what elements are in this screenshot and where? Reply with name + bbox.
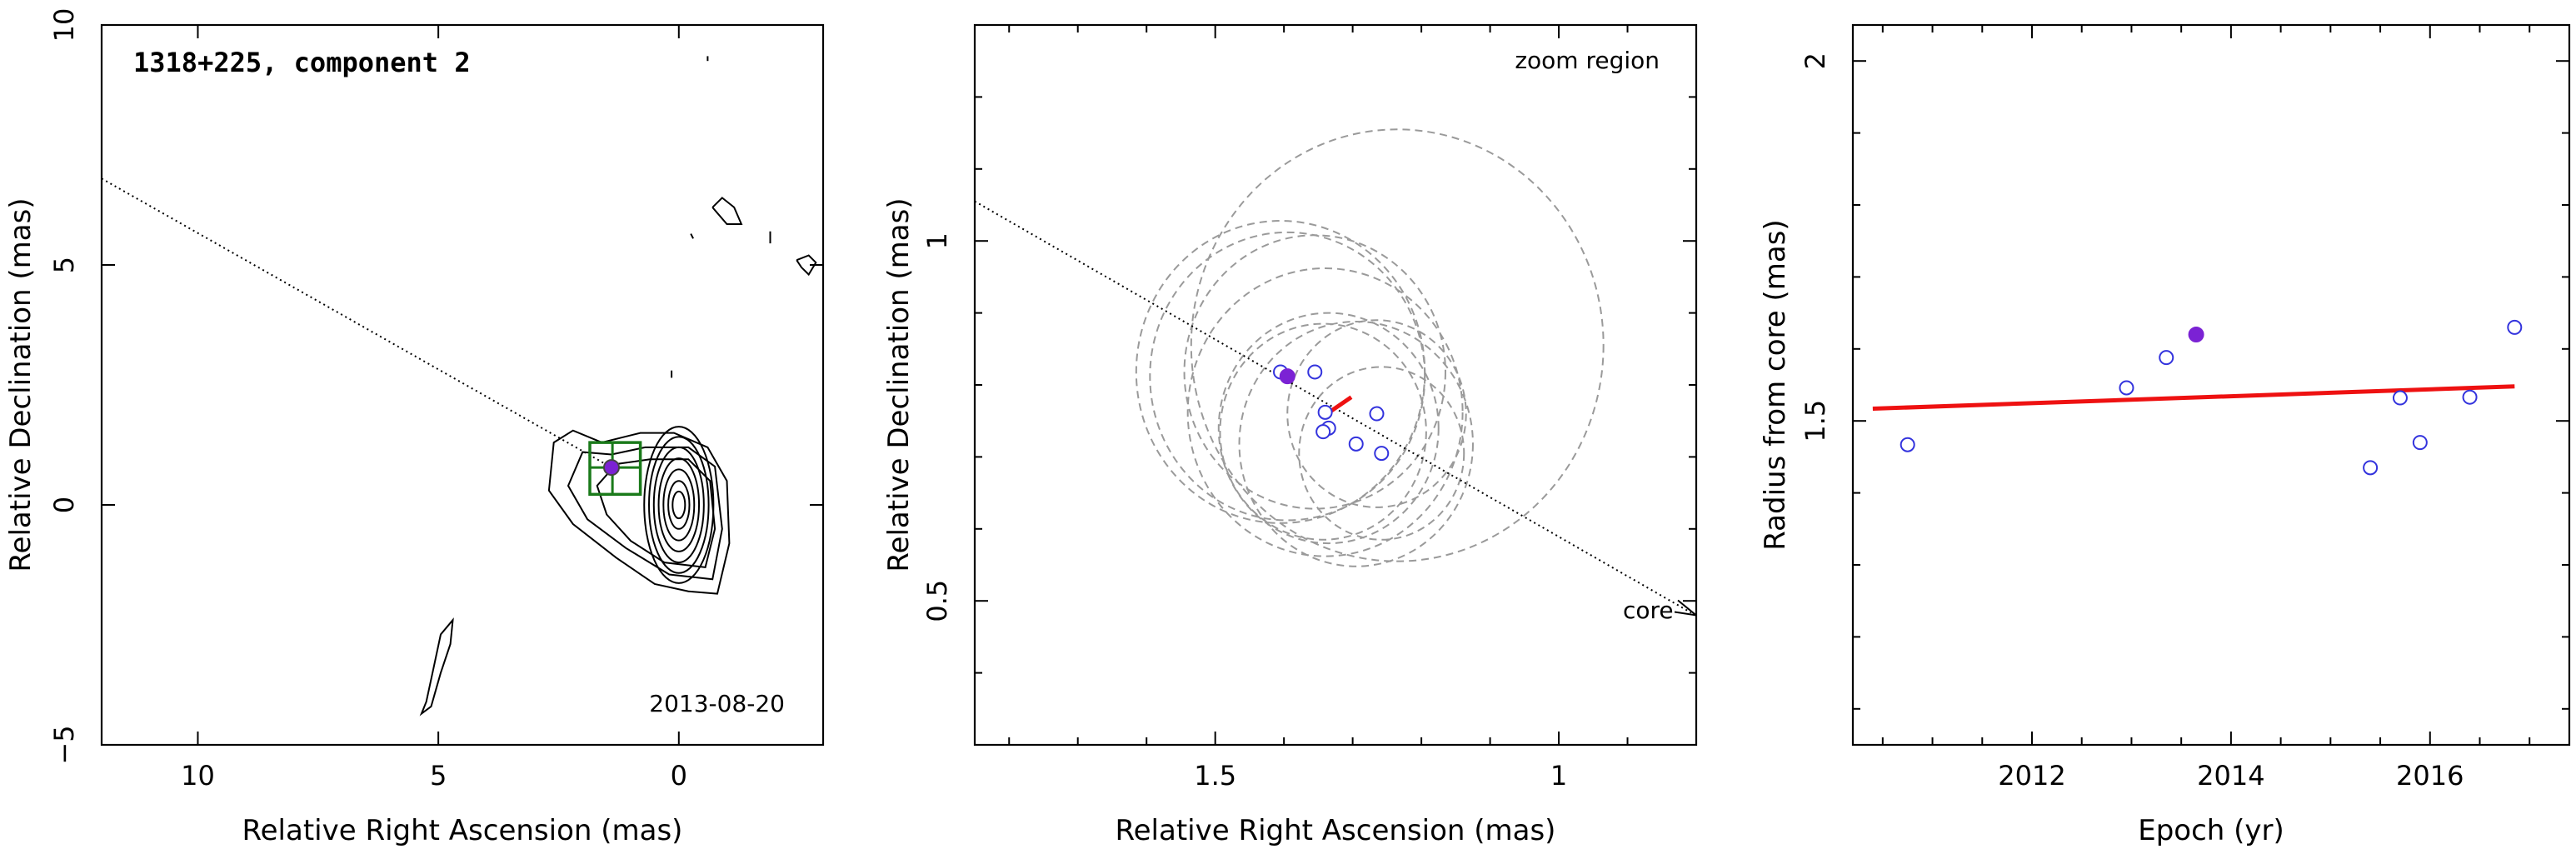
zoom-plot-area	[975, 128, 1696, 617]
radius-data-point	[2159, 350, 2174, 366]
zoom-data-point	[1307, 364, 1323, 380]
radius-y-tick-label: 2	[1800, 52, 1831, 69]
zoom-current-epoch-point	[1279, 368, 1295, 385]
radius-current-epoch-point	[2188, 327, 2204, 343]
radius-plot-area	[1872, 319, 2523, 476]
zoom-data-point	[1369, 406, 1385, 422]
map-core-contour	[643, 426, 715, 584]
zoom-error-circle	[1286, 319, 1467, 508]
radius-data-point	[2392, 390, 2408, 406]
zoom-error-circle	[1219, 322, 1427, 541]
map-noise-contour	[711, 197, 743, 225]
radius-data-point	[2363, 460, 2379, 476]
zoom-jet-axis-line	[975, 200, 1692, 614]
zoom-y-tick-label: 1	[921, 232, 953, 249]
map-core-contour	[652, 446, 705, 564]
map-y-axis-label: Relative Declination (mas)	[4, 197, 37, 572]
radius-data-point	[2507, 319, 2523, 335]
zoom-error-circle	[1298, 366, 1465, 541]
radius-data-point	[1900, 437, 1915, 452]
map-jet-axis-line	[102, 177, 612, 468]
zoom-y-tick-label: 0.5	[921, 580, 953, 622]
map-y-tick-label: −5	[48, 725, 80, 764]
map-noise-contour	[796, 254, 817, 277]
map-title: 1318+225, component 2	[133, 47, 471, 78]
map-x-tick-label: 5	[430, 760, 447, 792]
zoom-y-axis-label: Relative Declination (mas)	[882, 197, 916, 572]
zoom-axes: 1.5 1 0.5 1	[921, 25, 1696, 792]
radius-fit-line	[1872, 384, 2515, 412]
map-y-tick-label: 0	[48, 497, 80, 513]
zoom-title: zoom region	[1515, 47, 1660, 74]
panel-map: 10 5 0 −5 0 5 10 1318+225, component 2 2013-08…	[4, 8, 825, 847]
zoom-error-circle	[1217, 312, 1440, 545]
zoom-error-circle	[1186, 267, 1464, 557]
zoom-frame	[973, 23, 1698, 747]
map-tail-contour	[419, 617, 454, 717]
zoom-error-circle	[1238, 320, 1474, 567]
radius-data-point	[2412, 435, 2428, 451]
map-x-axis-label: Relative Right Ascension (mas)	[242, 814, 683, 847]
zoom-data-point	[1348, 436, 1364, 452]
zoom-data-point	[1315, 424, 1331, 440]
zoom-x-tick-label: 1	[1550, 760, 1567, 792]
radius-x-axis-label: Epoch (yr)	[2138, 814, 2284, 847]
map-x-tick-label: 10	[181, 760, 215, 792]
map-noise-contour	[690, 233, 694, 239]
map-x-tick-label: 0	[671, 760, 687, 792]
radius-y-tick-label: 1.5	[1800, 400, 1831, 442]
radius-axes: 2012 2014 2016 1.5 2	[1800, 25, 2569, 792]
zoom-data-point	[1374, 446, 1390, 462]
radius-data-point	[2119, 380, 2134, 396]
map-extended-contour	[567, 446, 723, 581]
panel-zoom: 1.5 1 0.5 1 zoom region core Relative Right…	[882, 23, 1698, 847]
zoom-arrowhead	[1674, 599, 1696, 617]
map-y-tick-label: 5	[48, 257, 80, 273]
zoom-x-tick-label: 1.5	[1194, 760, 1236, 792]
radius-frame	[1851, 23, 2571, 747]
zoom-x-axis-label: Relative Right Ascension (mas)	[1116, 814, 1556, 847]
radius-x-tick-label: 2016	[2396, 760, 2464, 792]
map-axes: 10 5 0 −5 0 5 10	[48, 8, 823, 792]
zoom-core-label: core	[1623, 597, 1674, 624]
map-component-point	[602, 459, 620, 477]
radius-y-axis-label: Radius from core (mas)	[1759, 219, 1792, 550]
map-extended-contour	[547, 429, 731, 595]
zoom-data-point	[1317, 404, 1333, 420]
map-core-contour	[657, 457, 701, 552]
map-plot-area	[102, 56, 817, 717]
map-y-tick-label: 10	[48, 8, 80, 42]
map-core-contour	[662, 468, 696, 542]
map-epoch-label: 2013-08-20	[649, 690, 785, 717]
radius-x-tick-label: 2014	[2197, 760, 2264, 792]
radius-data-point	[2462, 389, 2478, 405]
map-frame	[100, 23, 825, 747]
radius-x-tick-label: 2012	[1998, 760, 2065, 792]
zoom-error-circle	[1190, 128, 1605, 562]
map-core-contour	[648, 436, 710, 574]
map-core-contour	[671, 490, 686, 520]
map-extended-contour	[596, 458, 716, 568]
panel-radius: 2012 2014 2016 1.5 2 Epoch (yr) Radius from …	[1759, 23, 2571, 847]
zoom-error-circle	[1149, 231, 1426, 522]
map-core-contour	[667, 480, 691, 530]
